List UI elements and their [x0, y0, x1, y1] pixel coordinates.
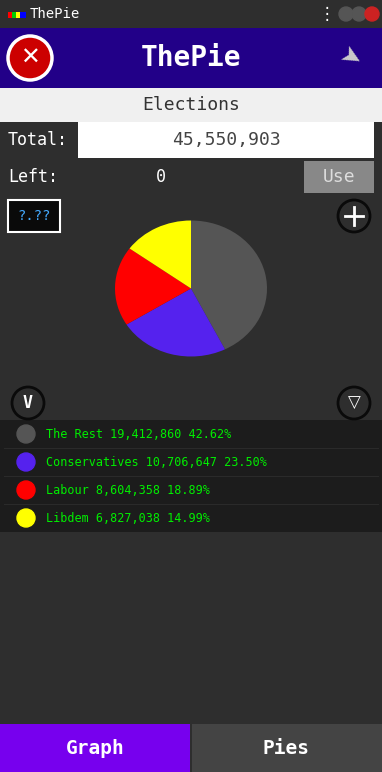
Circle shape [17, 509, 35, 527]
FancyBboxPatch shape [0, 724, 190, 772]
FancyBboxPatch shape [16, 12, 22, 18]
Text: Pies: Pies [263, 739, 310, 757]
Circle shape [8, 36, 52, 80]
Text: Left:: Left: [8, 168, 58, 186]
Text: ThePie: ThePie [141, 44, 241, 72]
FancyBboxPatch shape [8, 12, 14, 18]
Circle shape [17, 481, 35, 499]
Circle shape [352, 7, 366, 21]
Circle shape [339, 7, 353, 21]
FancyBboxPatch shape [0, 28, 382, 88]
Text: 0: 0 [156, 168, 166, 186]
Text: 45,550,903: 45,550,903 [172, 131, 280, 149]
Text: Conservatives 10,706,647 23.50%: Conservatives 10,706,647 23.50% [46, 455, 267, 469]
FancyBboxPatch shape [192, 724, 382, 772]
FancyBboxPatch shape [20, 12, 26, 18]
Circle shape [17, 425, 35, 443]
FancyBboxPatch shape [0, 420, 382, 532]
Wedge shape [129, 221, 191, 289]
Text: ThePie: ThePie [30, 7, 80, 21]
Wedge shape [115, 249, 191, 324]
FancyBboxPatch shape [304, 161, 374, 193]
Text: ▽: ▽ [348, 394, 360, 412]
Wedge shape [126, 289, 225, 357]
FancyBboxPatch shape [12, 12, 18, 18]
Circle shape [17, 453, 35, 471]
FancyBboxPatch shape [0, 88, 382, 122]
Text: ?.??: ?.?? [17, 209, 51, 223]
Text: ➤: ➤ [335, 42, 365, 73]
Text: The Rest 19,412,860 42.62%: The Rest 19,412,860 42.62% [46, 428, 231, 441]
Text: Graph: Graph [66, 739, 125, 757]
Wedge shape [191, 221, 267, 349]
FancyBboxPatch shape [8, 200, 60, 232]
Text: Labour 8,604,358 18.89%: Labour 8,604,358 18.89% [46, 483, 210, 496]
FancyBboxPatch shape [78, 122, 374, 158]
Text: ✕: ✕ [20, 46, 40, 70]
Text: Elections: Elections [142, 96, 240, 114]
Text: Use: Use [323, 168, 355, 186]
Text: V: V [23, 394, 33, 412]
Text: Total:: Total: [8, 131, 68, 149]
Circle shape [365, 7, 379, 21]
FancyBboxPatch shape [0, 0, 382, 28]
Text: ⋮: ⋮ [319, 5, 335, 23]
Text: Libdem 6,827,038 14.99%: Libdem 6,827,038 14.99% [46, 512, 210, 524]
